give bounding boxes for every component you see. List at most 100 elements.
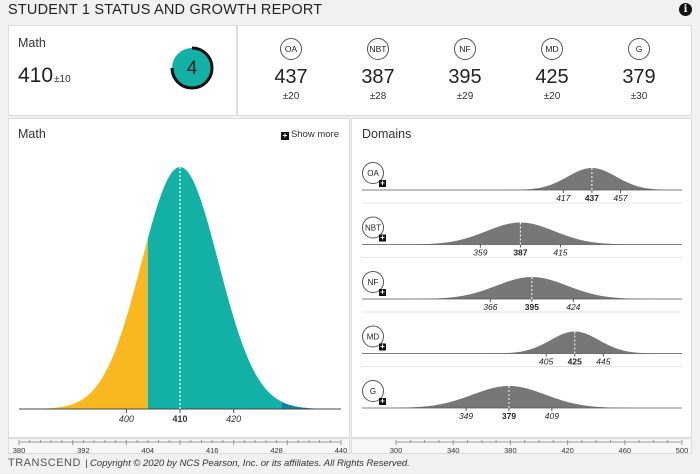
domain-curve bbox=[396, 386, 682, 408]
domain-error: ±30 bbox=[630, 91, 648, 102]
math-chart-card: Math + Show more 400 410 420 bbox=[8, 118, 350, 438]
copyright-text: | Copyright © 2020 by NCS Pearson, Inc. … bbox=[84, 458, 410, 469]
domain-nf[interactable]: NF 395 ±29 bbox=[435, 38, 495, 102]
expand-plus-icon[interactable] bbox=[379, 289, 386, 296]
expand-plus-icon[interactable] bbox=[379, 343, 386, 351]
axis-tick-label: 392 bbox=[77, 446, 90, 455]
axis-tick-label: 404 bbox=[142, 446, 155, 455]
domain-curve bbox=[396, 331, 682, 354]
domains-chart-card: Domains 417 437 457 OA +359 387 415 NBT +366 395 4… bbox=[351, 118, 692, 438]
plus-glyph: + bbox=[380, 179, 385, 188]
svg-text:G: G bbox=[370, 387, 376, 396]
bell-band bbox=[147, 167, 282, 409]
domain-range-label: 424 bbox=[566, 302, 580, 312]
math-axis-bar: 380 392 404 416 428 440 bbox=[8, 438, 350, 455]
expand-plus-icon[interactable] bbox=[379, 398, 386, 405]
domain-score: 379 bbox=[622, 66, 656, 88]
performance-level: 4 bbox=[187, 58, 198, 79]
domain-curve bbox=[396, 222, 682, 245]
summary-subject: Math bbox=[18, 36, 46, 50]
axis-tick-label: 380 bbox=[13, 446, 26, 455]
domain-error: ±28 bbox=[369, 91, 387, 102]
domain-range-label: 359 bbox=[473, 248, 487, 258]
footer: TRANSCEND | Copyright © 2020 by NCS Pears… bbox=[8, 457, 410, 469]
axis-tick-label: 420 bbox=[561, 446, 574, 455]
domain-row-badge[interactable]: MD bbox=[362, 325, 384, 348]
expand-plus-icon[interactable] bbox=[379, 234, 386, 242]
report-title: STUDENT 1 STATUS AND GROWTH REPORT bbox=[8, 2, 323, 18]
bell-band bbox=[40, 238, 148, 409]
domain-score: 387 bbox=[361, 66, 395, 88]
domain-range-label: 366 bbox=[483, 302, 497, 312]
math-chart-title: Math bbox=[18, 127, 46, 141]
performance-level-badge: 4 bbox=[170, 46, 214, 90]
domain-range-label: 425 bbox=[568, 357, 582, 367]
info-icon[interactable]: i bbox=[679, 3, 692, 16]
domain-range-label: 417 bbox=[556, 193, 570, 203]
domain-row-badge[interactable]: NBT bbox=[362, 216, 384, 239]
domain-range-label: 445 bbox=[596, 357, 610, 367]
expand-plus-icon[interactable] bbox=[379, 180, 386, 187]
summary-card: Math 410±10 4 bbox=[8, 25, 237, 116]
domain-nbt[interactable]: NBT 387 ±28 bbox=[348, 38, 408, 102]
domain-badge: NF bbox=[454, 38, 476, 60]
domain-score: 437 bbox=[274, 66, 308, 88]
summary-score: 410±10 bbox=[18, 64, 71, 87]
domain-summary-card: OA 437 ±20 NBT 387 ±28 NF 395 ±29 MD 425… bbox=[237, 25, 692, 116]
math-scale-axis: 380 392 404 416 428 440 bbox=[13, 440, 348, 455]
domain-error: ±20 bbox=[282, 91, 300, 102]
axis-tick-label: 500 bbox=[676, 446, 689, 455]
domain-range-label: 379 bbox=[502, 411, 516, 421]
show-more-button[interactable]: + Show more bbox=[280, 129, 339, 140]
axis-tick-label: 340 bbox=[447, 446, 460, 455]
domain-range-label: 349 bbox=[459, 411, 473, 421]
domain-range-label: 415 bbox=[553, 248, 567, 258]
domain-row-badge[interactable]: G bbox=[362, 380, 384, 402]
axis-tick-label: 440 bbox=[335, 446, 348, 455]
domain-score: 425 bbox=[535, 66, 569, 88]
svg-text:NF: NF bbox=[368, 278, 379, 287]
domain-curve bbox=[396, 168, 682, 190]
domain-g[interactable]: G 379 ±30 bbox=[609, 38, 669, 102]
transcend-logo: TRANSCEND bbox=[8, 457, 81, 469]
domain-error: ±20 bbox=[543, 91, 561, 102]
show-more-label: Show more bbox=[290, 129, 339, 140]
domain-range-label: 437 bbox=[585, 193, 599, 203]
range-label: 410 bbox=[172, 414, 187, 424]
domain-curve bbox=[396, 277, 682, 299]
plus-glyph: + bbox=[380, 397, 385, 406]
bell-band bbox=[281, 401, 341, 409]
domain-range-label: 387 bbox=[513, 248, 527, 258]
svg-text:NBT: NBT bbox=[365, 224, 381, 233]
domains-scale-axis: 300 340 380 420 460 500 bbox=[390, 440, 689, 455]
domain-range-label: 457 bbox=[613, 193, 627, 203]
math-distribution-chart: 400 410 420 bbox=[19, 167, 341, 424]
domains-axis-bar: 300 340 380 420 460 500 bbox=[351, 438, 692, 455]
plus-glyph: + bbox=[380, 233, 385, 242]
domains-chart-title: Domains bbox=[362, 127, 412, 141]
domain-range-label: 405 bbox=[539, 357, 553, 367]
domain-score: 395 bbox=[448, 66, 482, 88]
domain-oa[interactable]: OA 437 ±20 bbox=[261, 38, 321, 102]
plus-icon: + bbox=[280, 131, 289, 140]
domain-range-label: 409 bbox=[545, 411, 559, 421]
axis-tick-label: 428 bbox=[270, 446, 283, 455]
domain-md[interactable]: MD 425 ±20 bbox=[522, 38, 582, 102]
axis-tick-label: 300 bbox=[390, 446, 403, 455]
plus-glyph: + bbox=[380, 288, 385, 297]
domain-row-badge[interactable]: NF bbox=[362, 271, 384, 293]
range-label: 400 bbox=[119, 414, 134, 424]
axis-tick-label: 380 bbox=[504, 446, 517, 455]
plus-glyph: + bbox=[380, 342, 385, 351]
range-label: 420 bbox=[226, 414, 241, 424]
domain-badge: NBT bbox=[367, 38, 389, 60]
axis-tick-label: 416 bbox=[206, 446, 219, 455]
svg-text:MD: MD bbox=[367, 333, 380, 342]
domain-error: ±29 bbox=[456, 91, 474, 102]
domain-badge: OA bbox=[280, 38, 302, 60]
axis-tick-label: 460 bbox=[619, 446, 632, 455]
domain-badge: MD bbox=[541, 38, 563, 60]
domain-row-badge[interactable]: OA bbox=[362, 162, 384, 184]
domain-badge: G bbox=[628, 38, 650, 60]
